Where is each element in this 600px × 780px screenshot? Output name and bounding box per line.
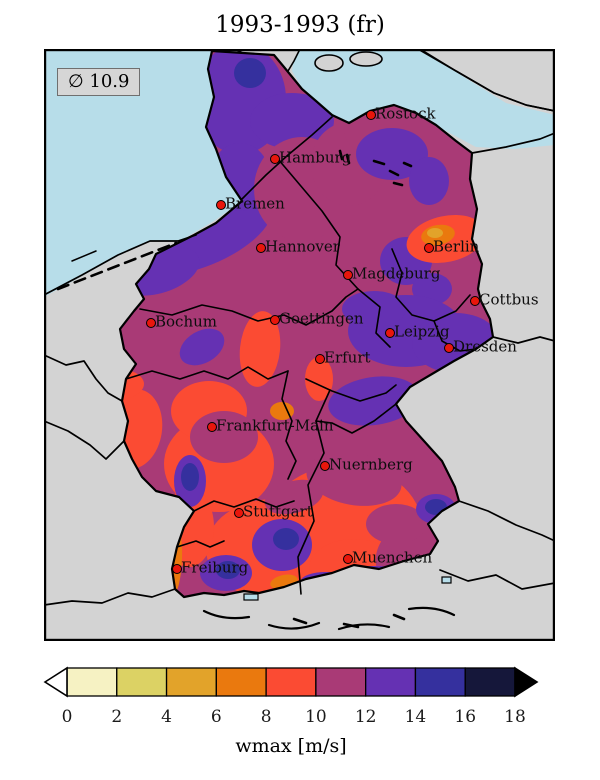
map-frame [44,49,555,641]
city-marker-stuttgart [234,508,244,518]
city-marker-frankfurt-main [207,422,217,432]
city-marker-erfurt [315,354,325,364]
colorbar-tick-6: 6 [211,707,222,727]
colorbar-tick-18: 18 [504,707,526,727]
chart-title: 1993-1993 (fr) [215,12,385,38]
city-marker-freiburg [172,564,182,574]
city-label-nuernberg: Nuernberg [329,455,413,474]
city-label-hamburg: Hamburg [279,148,352,167]
city-marker-bochum [146,318,156,328]
city-marker-rostock [366,110,376,120]
city-label-frankfurt-main: Frankfurt-Main [216,416,334,435]
city-marker-goettingen [270,315,280,325]
baltic-sea [292,49,555,149]
colorbar-tick-14: 14 [405,707,427,727]
colorbar-segments [43,666,539,698]
city-marker-muenchen [343,554,353,564]
colorbar-tick-labels: 0 2 4 6 8 10 12 14 16 18 [62,707,526,727]
city-label-bochum: Bochum [155,312,217,331]
north-sea [44,49,248,297]
country-borders [44,49,555,631]
city-marker-magdeburg [343,270,353,280]
alpine-lakes [243,576,452,601]
city-label-erfurt: Erfurt [324,348,371,367]
city-label-dresden: Dresden [453,337,517,356]
map-canvas [44,49,555,641]
city-label-bremen: Bremen [225,194,285,213]
mean-value-badge: ∅ 10.9 [57,68,141,96]
colorbar-tick-12: 12 [355,707,377,727]
city-label-berlin: Berlin [433,237,480,256]
sea [44,49,555,297]
colorbar-tick-8: 8 [261,707,272,727]
city-label-magdeburg: Magdeburg [352,264,441,283]
city-label-muenchen: Muenchen [352,548,433,567]
city-marker-hannover [256,243,266,253]
city-label-goettingen: Goettingen [279,309,364,328]
colorbar-tick-2: 2 [111,707,122,727]
city-marker-bremen [216,200,226,210]
colorbar-tick-10: 10 [305,707,327,727]
city-marker-dresden [444,343,454,353]
lakes [292,149,413,629]
colorbar-tick-0: 0 [62,707,73,727]
city-label-stuttgart: Stuttgart [243,502,313,521]
city-marker-berlin [424,243,434,253]
colorbar-tick-16: 16 [454,707,476,727]
city-marker-nuernberg [320,461,330,471]
city-label-freiburg: Freiburg [181,558,249,577]
colorbar: 0 2 4 6 8 10 12 14 16 18 wmax [m/s] [0,655,600,780]
colorbar-tick-4: 4 [161,707,172,727]
colorbar-axis-label: wmax [m/s] [235,735,346,757]
city-marker-cottbus [470,296,480,306]
city-label-rostock: Rostock [375,104,436,123]
germany-wmax-map: Rostock Hamburg Bremen Hannover Berlin Magdeb… [44,49,555,641]
city-label-hannover: Hannover [265,237,340,256]
city-marker-leipzig [385,328,395,338]
city-label-leipzig: Leipzig [394,322,450,341]
city-label-cottbus: Cottbus [479,290,539,309]
city-marker-hamburg [270,154,280,164]
